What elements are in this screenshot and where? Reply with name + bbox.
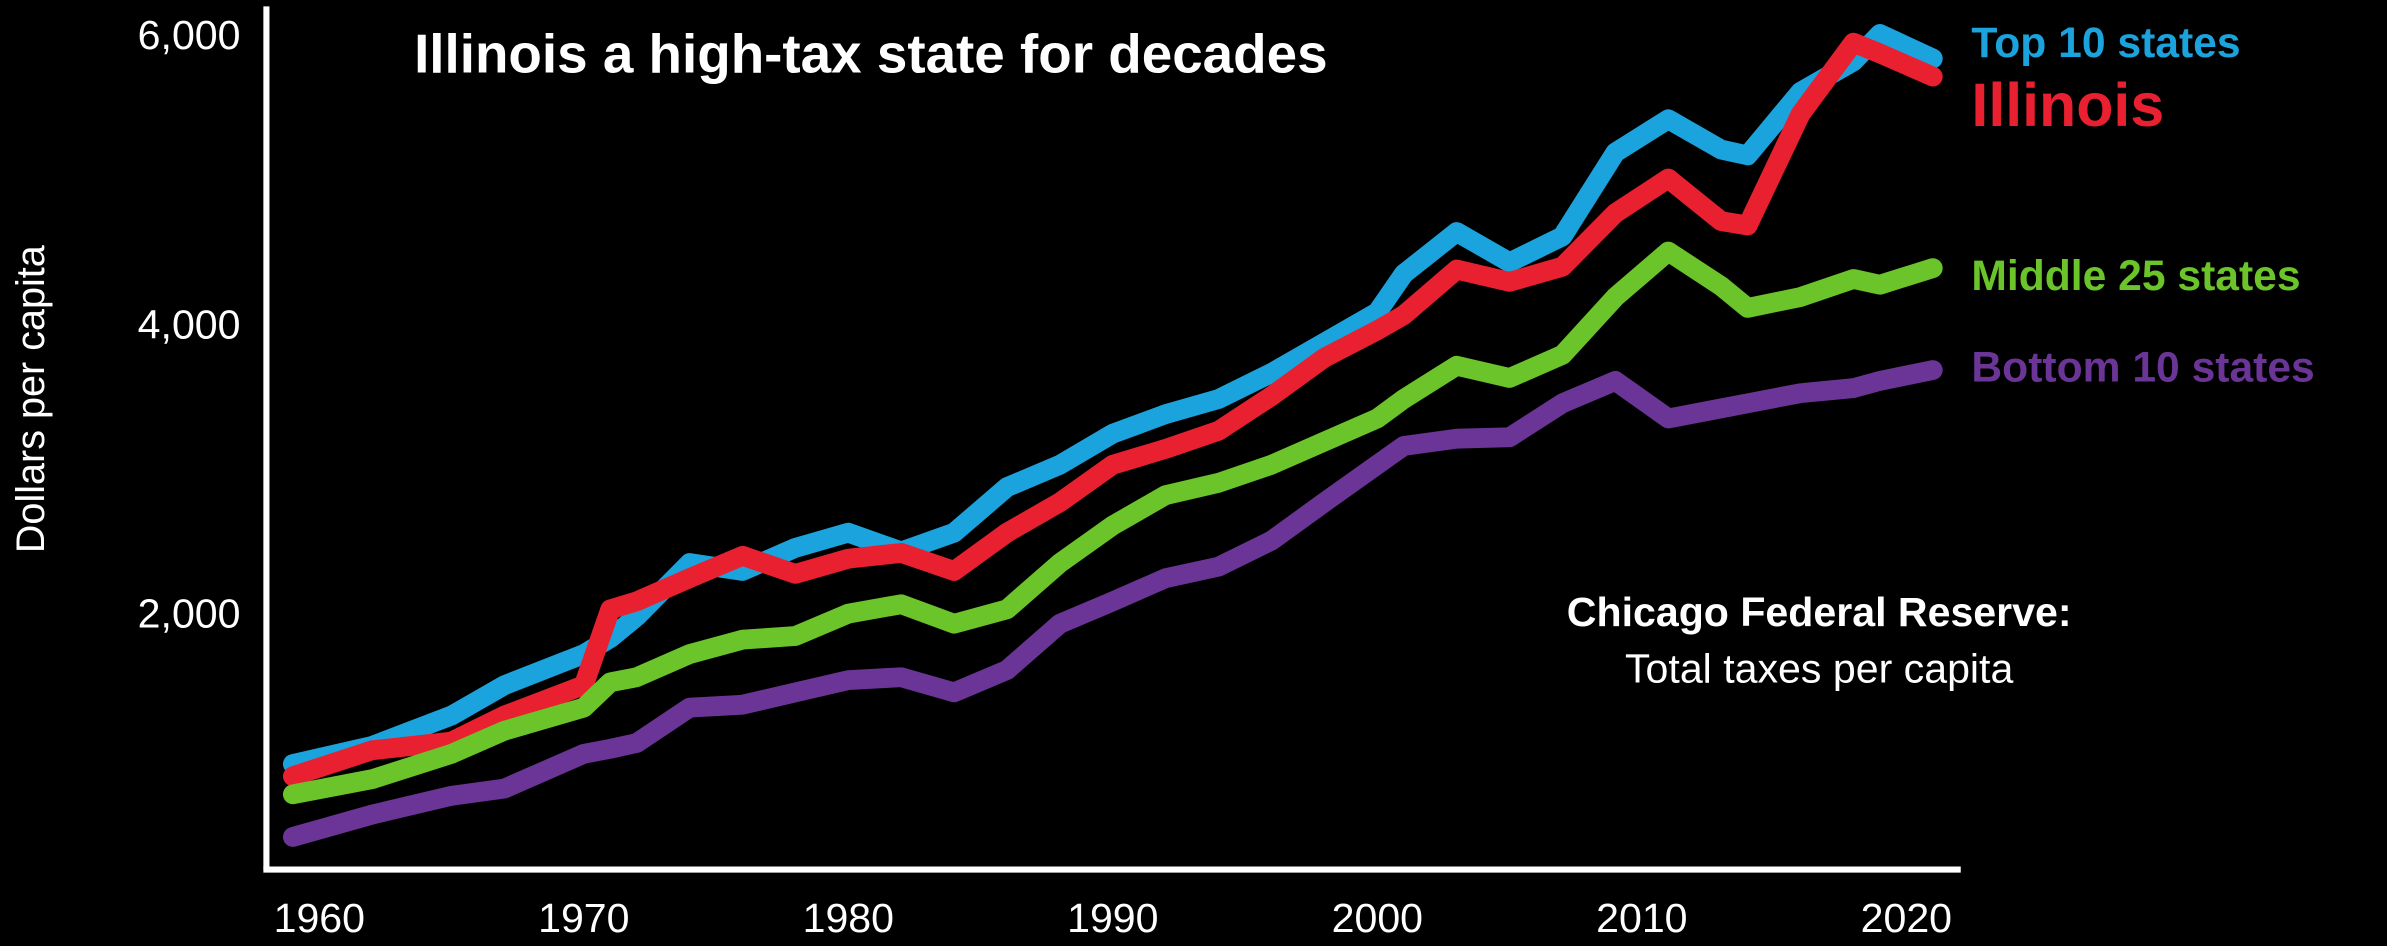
y-tick-label: 2,000: [138, 590, 241, 636]
y-tick-label: 4,000: [138, 301, 241, 347]
x-tick-label: 1970: [538, 895, 629, 941]
legend-entry: Middle 25 states: [1971, 252, 2300, 300]
annotation-source: Chicago Federal Reserve:: [1567, 589, 2072, 635]
data-line: [282, 360, 1943, 847]
x-tick-label: 2020: [1861, 895, 1952, 941]
annotation-text: Total taxes per capita: [1625, 646, 2013, 692]
x-tick-label: 2000: [1332, 895, 1423, 941]
legend-entry: Bottom 10 states: [1971, 344, 2314, 392]
x-tick-label: 1960: [274, 895, 365, 941]
y-axis-label: Dollars per capita: [9, 244, 53, 553]
legend-entry: Top 10 states: [1971, 19, 2240, 67]
y-tick-label: 6,000: [138, 12, 241, 58]
legend-entry: Illinois: [1971, 71, 2164, 139]
x-tick-label: 2010: [1596, 895, 1687, 941]
chart-title: Illinois a high-tax state for decades: [414, 23, 1328, 85]
x-tick-label: 1990: [1067, 895, 1158, 941]
x-tick-label: 1980: [803, 895, 894, 941]
data-line: [282, 32, 1943, 787]
data-line: [282, 24, 1943, 774]
data-line: [282, 241, 1943, 805]
